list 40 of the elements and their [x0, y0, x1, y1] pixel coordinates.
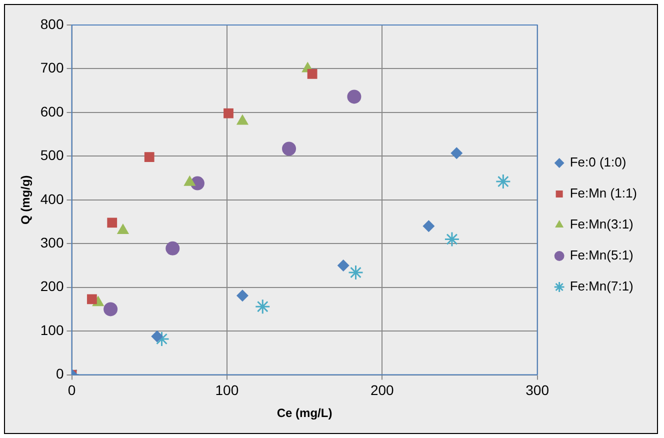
y-tick-label: 200 — [40, 278, 64, 294]
point — [166, 241, 180, 256]
point — [348, 264, 364, 280]
y-tick-label: 500 — [40, 147, 64, 164]
y-tick-label: 800 — [40, 16, 64, 32]
point — [116, 224, 130, 234]
point — [151, 330, 164, 342]
point — [422, 220, 435, 232]
y-tick-label: 0 — [56, 366, 64, 382]
x-tick-label: 300 — [526, 382, 550, 398]
point — [86, 294, 97, 304]
legend-label: Fe:0 (1:0) — [570, 154, 626, 170]
point — [347, 90, 362, 104]
legend-label: Fe:Mn(7:1) — [570, 278, 634, 294]
point — [144, 152, 154, 162]
y-tick-label: 300 — [40, 234, 64, 250]
point — [104, 302, 118, 316]
point — [307, 69, 318, 79]
y-axis-title: Q (mg/g) — [18, 175, 33, 225]
point — [254, 298, 270, 314]
point — [282, 142, 296, 156]
point — [224, 108, 234, 118]
point — [450, 147, 463, 160]
point — [154, 331, 170, 347]
legend-label: Fe:Mn(5:1) — [570, 248, 634, 263]
y-tick-label: 600 — [40, 103, 64, 120]
point — [444, 232, 460, 248]
y-tick-label: 100 — [40, 322, 64, 338]
y-tick-label: 400 — [40, 190, 64, 207]
x-axis-title: Ce (mg/L) — [276, 406, 332, 420]
point — [337, 259, 350, 272]
y-tick-label: 700 — [40, 60, 64, 76]
x-tick-label: 100 — [215, 382, 239, 398]
legend-label: Fe:Mn(3:1) — [570, 216, 634, 232]
x-tick-label: 0 — [68, 382, 76, 398]
point — [107, 218, 118, 228]
point — [495, 174, 511, 190]
legend-label: Fe:Mn (1:1) — [570, 186, 638, 201]
point — [236, 290, 248, 302]
x-tick-label: 200 — [370, 382, 394, 398]
